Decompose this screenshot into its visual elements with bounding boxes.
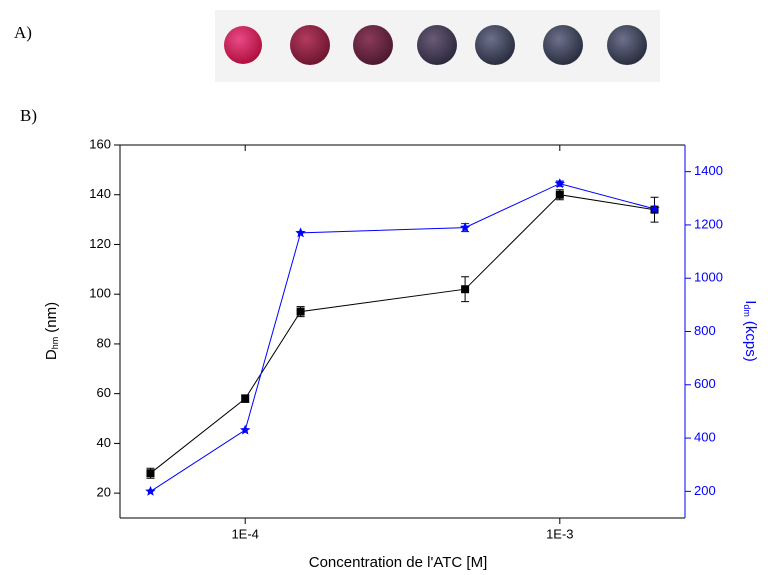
y-label-sub: hm (50, 337, 60, 350)
y-tick-label: 140 (89, 186, 111, 201)
y2-tick-label: 1000 (694, 270, 723, 285)
y2-label-sub: dm (742, 304, 752, 317)
x-axis-label: Concentration de l'ATC [M] (309, 554, 488, 571)
droplet (224, 26, 262, 64)
marker (240, 424, 251, 435)
droplet-photo (215, 10, 660, 82)
marker (295, 227, 306, 238)
y2-tick-label: 1400 (694, 163, 723, 178)
y-tick-label: 100 (89, 286, 111, 301)
panel-label: A) (14, 23, 32, 42)
marker (459, 222, 471, 232)
y-tick-label: 60 (97, 385, 111, 400)
marker (461, 285, 470, 294)
marker (555, 190, 564, 199)
y-tick-label: 120 (89, 236, 111, 251)
droplet (353, 25, 393, 65)
y2-label-main: I (742, 300, 759, 304)
x-tick-label: 1E-4 (231, 526, 258, 541)
droplet (607, 25, 647, 65)
y-label-unit: (nm) (43, 302, 60, 333)
y-tick-label: 20 (97, 485, 111, 500)
marker (146, 469, 155, 478)
marker (296, 307, 305, 316)
droplet (543, 25, 583, 65)
y2-tick-label: 400 (694, 430, 716, 445)
marker (649, 203, 660, 214)
y-tick-label: 160 (89, 136, 111, 151)
y2-axis-label: Idm (kcps) (742, 300, 759, 362)
marker (554, 178, 565, 189)
marker (145, 485, 156, 496)
y-tick-label: 40 (97, 435, 111, 450)
series-line (150, 194, 655, 474)
y2-tick-label: 200 (694, 483, 716, 498)
droplet (290, 25, 330, 65)
y-tick-label: 80 (97, 335, 111, 350)
series-line (150, 183, 655, 492)
droplet (417, 25, 457, 65)
y-label-main: D (43, 349, 60, 360)
y2-tick-label: 600 (694, 376, 716, 391)
panel-label: B) (20, 106, 37, 125)
droplet (475, 25, 515, 65)
y-axis-label: Dhm (nm) (43, 302, 60, 360)
y2-tick-label: 1200 (694, 216, 723, 231)
marker (241, 394, 250, 403)
x-tick-label: 1E-3 (546, 526, 573, 541)
y2-tick-label: 800 (694, 323, 716, 338)
y2-label-unit: (kcps) (742, 321, 759, 362)
